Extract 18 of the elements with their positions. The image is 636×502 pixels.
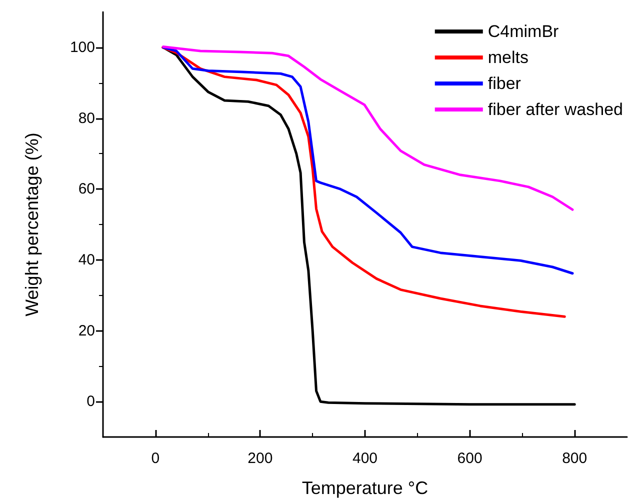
y-tick-label: 0 (86, 393, 95, 410)
legend-label: fiber after washed (488, 100, 624, 119)
legend-label: C4mimBr (488, 22, 560, 41)
x-tick-label: 200 (248, 450, 273, 467)
y-tick-label: 60 (78, 180, 95, 198)
x-tick-label: 600 (457, 450, 482, 467)
y-tick-label: 100 (70, 38, 95, 56)
y-tick-label: 80 (78, 110, 95, 127)
x-tick-label: 800 (562, 450, 588, 467)
y-tick-label: 40 (78, 251, 95, 268)
legend-label: fiber (488, 74, 522, 93)
line-series (161, 46, 566, 318)
legend-label: melts (488, 48, 528, 67)
x-axis-title: Temperature °C (302, 478, 428, 498)
y-tick-label: 20 (78, 322, 95, 340)
x-tick-label: 0 (151, 450, 160, 467)
y-axis-title: Weight percentage (%) (22, 132, 42, 316)
x-tick-label: 400 (352, 450, 378, 467)
